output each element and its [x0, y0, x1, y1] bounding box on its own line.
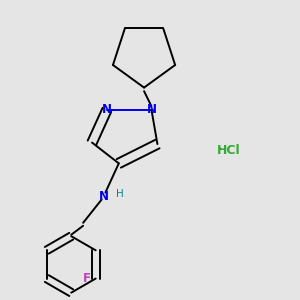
Text: H: H — [116, 189, 123, 199]
Text: N: N — [99, 190, 109, 202]
Text: N: N — [146, 103, 157, 116]
Text: N: N — [102, 103, 112, 116]
Text: F: F — [83, 272, 92, 285]
Text: ·: · — [217, 140, 223, 160]
Text: HCl: HCl — [217, 143, 241, 157]
